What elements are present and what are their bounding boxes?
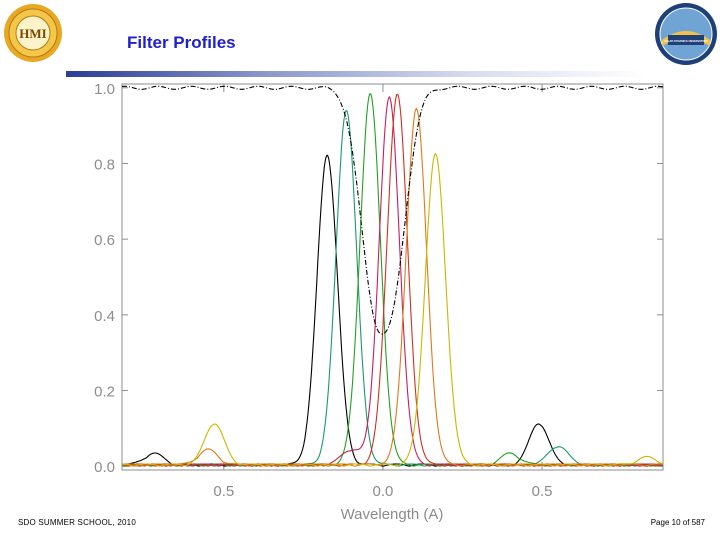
y-tick-label: 1.0 [94,81,115,98]
x-tick-label: 0.5 [532,483,553,500]
series-line-core-profile [121,85,664,335]
sdo-logo-icon: SOLAR DYNAMICS OBSERVATORY [655,3,717,65]
x-tick-label: 0.5 [213,483,234,500]
series-filter-profile-5 [121,93,664,467]
y-tick-label: 0.4 [94,308,115,325]
plot-frame [121,83,664,471]
series-filter-profile-2 [121,110,664,467]
y-tick-label: 0.8 [94,156,115,173]
tick-labels: 0.0 0.2 0.4 0.6 0.8 1.0 0.5 0.0 0.5 [94,81,552,500]
series-filter-profile-6 [121,107,664,467]
y-tick-label: 0.2 [94,384,115,401]
hmi-logo-text: HMI [19,26,46,41]
chart-series [121,85,664,467]
series-filter-profile-3 [121,93,663,467]
hmi-logo-icon: HMI [4,4,62,62]
footer-page-number: Page 10 of 587 [650,518,705,527]
series-filter-profile-7 [121,152,664,467]
series-filter-profile-4 [121,95,664,467]
y-tick-label: 0.6 [94,232,115,249]
page-title: Filter Profiles [127,33,236,52]
x-axis-label: Wavelength (A) [341,506,444,523]
x-tick-label: 0.0 [373,483,394,500]
y-tick-label: 0.0 [94,459,115,476]
sdo-logo-text: SOLAR DYNAMICS OBSERVATORY [664,39,708,43]
title-underline [66,71,646,77]
footer-event: SDO SUMMER SCHOOL, 2010 [18,518,136,527]
